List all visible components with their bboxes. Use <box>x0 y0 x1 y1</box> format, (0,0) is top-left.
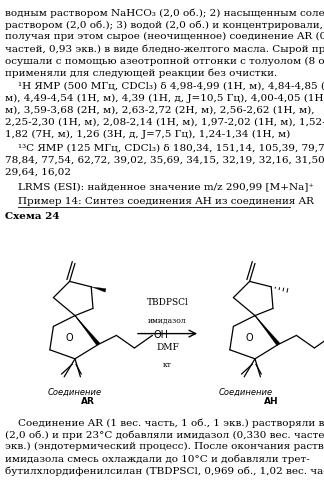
Polygon shape <box>75 316 100 346</box>
Text: 2,25-2,30 (1H, м), 2,08-2,14 (1H, м), 1,97-2,02 (1H, м), 1,52-: 2,25-2,30 (1H, м), 2,08-2,14 (1H, м), 1,… <box>5 118 324 127</box>
Text: осушали с помощью азеотропной отгонки с толуолом (8 об. × 2) и: осушали с помощью азеотропной отгонки с … <box>5 56 324 66</box>
Text: 29,64, 16,02: 29,64, 16,02 <box>5 168 71 177</box>
Text: ¹³C ЯМР (125 МГц, CDCl₃) δ 180,34, 151,14, 105,39, 79,71,: ¹³C ЯМР (125 МГц, CDCl₃) δ 180,34, 151,1… <box>18 144 324 153</box>
Text: Соединение: Соединение <box>219 388 273 396</box>
Text: кт: кт <box>163 360 172 368</box>
Text: ¹H ЯМР (500 МГц, CDCl₃) δ 4,98-4,99 (1H, м), 4,84-4,85 (1H,: ¹H ЯМР (500 МГц, CDCl₃) δ 4,98-4,99 (1H,… <box>18 82 324 91</box>
Text: AH: AH <box>264 396 279 406</box>
Polygon shape <box>91 287 106 292</box>
Text: раствором (2,0 об.); 3) водой (2,0 об.) и концентрировали,: раствором (2,0 об.); 3) водой (2,0 об.) … <box>5 20 323 30</box>
Text: Пример 14: Синтез соединения AH из соединения AR: Пример 14: Синтез соединения AH из соеди… <box>18 197 314 206</box>
Text: получая при этом сырое (неочищенное) соединение AR (0,93 вес.: получая при этом сырое (неочищенное) сое… <box>5 32 324 41</box>
Polygon shape <box>255 316 280 346</box>
Text: OH: OH <box>153 330 168 340</box>
Text: LRMS (ESI): найденное значение m/z 290,99 [M+Na]⁺: LRMS (ESI): найденное значение m/z 290,9… <box>18 182 314 191</box>
Text: бутилхлордифенилсилан (TBDPSCl, 0,969 об., 1,02 вес. частей,: бутилхлордифенилсилан (TBDPSCl, 0,969 об… <box>5 466 324 475</box>
Text: DMF: DMF <box>156 342 179 351</box>
Text: Схема 24: Схема 24 <box>5 212 60 221</box>
Text: O: O <box>246 333 253 343</box>
Text: имидазол: имидазол <box>148 316 187 324</box>
Text: экв.) (эндотермический процесс). После окончания растворения: экв.) (эндотермический процесс). После о… <box>5 442 324 451</box>
Text: AR: AR <box>81 396 95 406</box>
Text: 1,82 (7H, м), 1,26 (3H, д, J=7,5 Гц), 1,24-1,34 (1H, м): 1,82 (7H, м), 1,26 (3H, д, J=7,5 Гц), 1,… <box>5 130 290 139</box>
Text: TBDPSCl: TBDPSCl <box>147 298 188 306</box>
Text: имидазола смесь охлаждали до 10°C и добавляли трет-: имидазола смесь охлаждали до 10°C и доба… <box>5 454 310 464</box>
Text: м), 3,59-3,68 (2H, м), 2,63-2,72 (2H, м), 2,56-2,62 (1H, м),: м), 3,59-3,68 (2H, м), 2,63-2,72 (2H, м)… <box>5 106 315 115</box>
Text: (2,0 об.) и при 23°C добавляли имидазол (0,330 вес. частей, 1,30: (2,0 об.) и при 23°C добавляли имидазол … <box>5 430 324 440</box>
Text: водным раствором NaHCO₃ (2,0 об.); 2) насыщенным солевым: водным раствором NaHCO₃ (2,0 об.); 2) на… <box>5 8 324 18</box>
Text: Соединение: Соединение <box>48 388 102 396</box>
Text: применяли для следующей реакции без очистки.: применяли для следующей реакции без очис… <box>5 68 277 78</box>
Text: м), 4,49-4,54 (1H, м), 4,39 (1H, д, J=10,5 Гц), 4,00-4,05 (1H,: м), 4,49-4,54 (1H, м), 4,39 (1H, д, J=10… <box>5 94 324 103</box>
Text: частей, 0,93 экв.) в виде бледно-желтого масла. Сырой продукт: частей, 0,93 экв.) в виде бледно-желтого… <box>5 44 324 54</box>
Text: O: O <box>66 333 74 343</box>
Text: 78,84, 77,54, 62,72, 39,02, 35,69, 34,15, 32,19, 32,16, 31,50,: 78,84, 77,54, 62,72, 39,02, 35,69, 34,15… <box>5 156 324 165</box>
Text: Соединение AR (1 вес. часть, 1 об., 1 экв.) растворяли в DMF: Соединение AR (1 вес. часть, 1 об., 1 эк… <box>18 418 324 428</box>
